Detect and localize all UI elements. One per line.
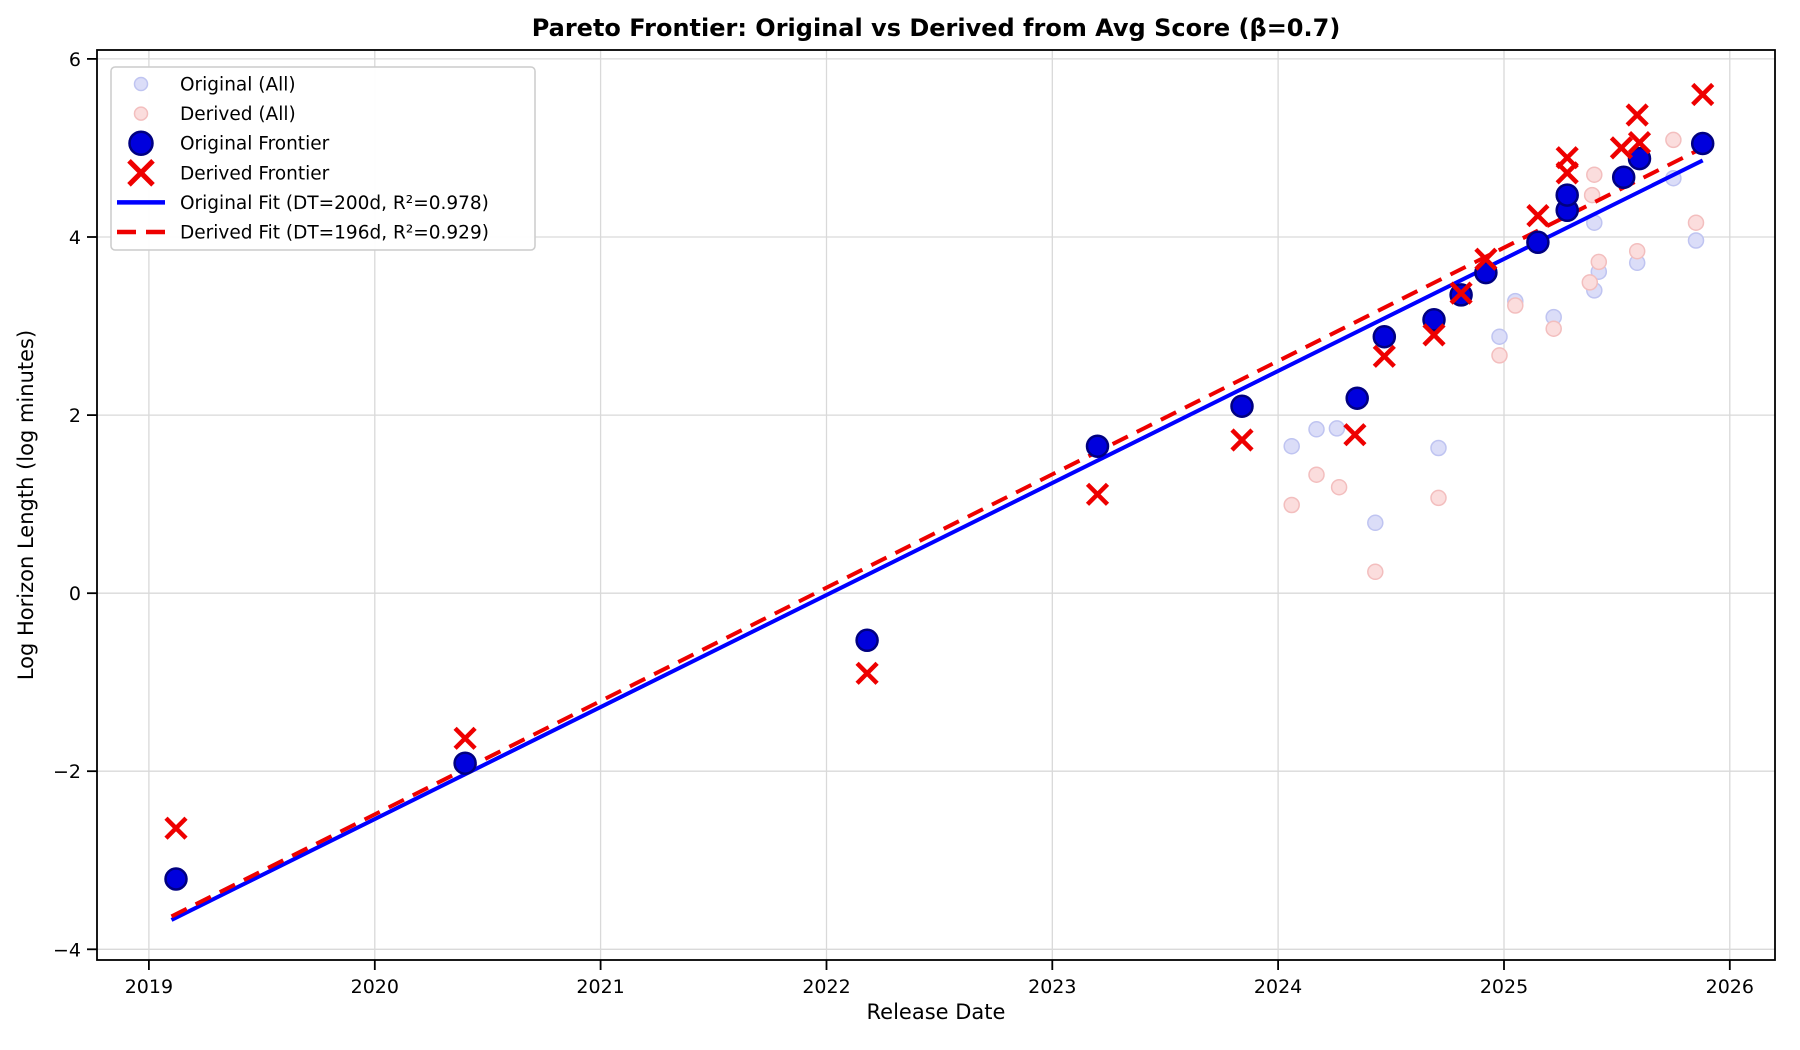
legend-label: Derived (All) [180,104,296,125]
derived-frontier-point [1526,204,1550,228]
derived-all-point [1491,347,1508,364]
derived-frontier-point [164,816,188,840]
legend-label: Original (All) [180,75,296,96]
legend-label: Original Frontier [180,134,330,155]
x-axis-label: Release Date [866,1000,1006,1024]
original-frontier-point [1611,165,1636,190]
legend-marker-0 [133,76,149,92]
derived-frontier-point [1625,103,1649,127]
original-frontier-point [1690,131,1715,156]
original-all-point [1491,328,1508,345]
derived-frontier-point [1422,323,1446,347]
derived-frontier-point [1449,281,1473,305]
legend-label: Derived Frontier [180,163,330,184]
legend-marker-2 [128,130,154,156]
original-fit-line [170,158,1704,922]
derived-frontier-point [1609,136,1633,160]
y-tick-label: 2 [69,405,81,427]
y-tick-label: 4 [69,227,81,249]
original-frontier-point [1526,230,1550,255]
legend-marker-3 [127,159,155,187]
original-frontier-point [1085,434,1110,458]
x-tick-label: 2022 [802,976,850,998]
y-tick-label: −2 [53,761,81,783]
original-frontier-point [1372,324,1397,349]
legend-marker-1 [133,106,149,121]
y-tick-label: 6 [69,49,81,71]
original-all-point [1430,439,1447,457]
derived-frontier-point [1627,131,1652,155]
derived-frontier-point [1555,146,1579,170]
derived-frontier-point [855,661,879,685]
x-tick-label: 2021 [576,976,624,998]
derived-all-point [1586,166,1603,183]
derived-frontier-point [1343,423,1367,447]
derived-frontier-point [1474,247,1498,271]
original-all-point [1367,514,1384,532]
original-frontier-point [1422,308,1446,332]
x-tick-label: 2026 [1706,976,1754,998]
derived-all-point [1590,253,1608,271]
legend-label: Original Fit (DT=200d, R²=0.978) [180,193,489,214]
original-all-point [1328,420,1346,437]
derived-all-point [1430,489,1447,507]
derived-all-point [1545,320,1562,337]
derived-frontier-point [453,726,477,750]
derived-frontier-point [1691,82,1715,107]
x-tick-label: 2025 [1480,976,1528,998]
x-tick-label: 2024 [1254,976,1302,998]
derived-frontier-point [1372,344,1396,368]
derived-frontier-point [1085,482,1110,506]
legend-box [110,66,536,251]
chart-title: Pareto Frontier: Original vs Derived fro… [531,14,1341,42]
plot-border [96,49,1776,961]
derived-all-point [1367,563,1384,581]
original-frontier-point [1345,386,1369,410]
derived-all-point [1687,214,1705,231]
derived-all-point [1581,274,1599,291]
original-all-point [1687,232,1705,249]
derived-fit-line [170,146,1704,919]
y-tick-label: 0 [69,583,81,605]
original-all-point [1308,421,1325,438]
original-frontier-point [855,628,879,653]
derived-all-point [1583,186,1601,204]
y-tick-label: −4 [53,939,81,961]
original-frontier-point [453,751,477,775]
original-frontier-point [1555,183,1579,207]
derived-all-point [1308,466,1325,483]
original-all-point [1283,437,1300,455]
original-frontier-point [164,867,188,891]
derived-frontier-point [1230,428,1254,452]
original-frontier-point [1230,394,1254,418]
derived-all-point [1665,131,1682,149]
derived-all-point [1628,242,1646,260]
x-tick-label: 2020 [351,976,399,998]
legend-label: Derived Fit (DT=196d, R²=0.929) [180,223,489,244]
derived-all-point [1283,496,1300,514]
x-tick-label: 2023 [1028,976,1076,998]
derived-all-point [1330,478,1348,496]
x-tick-label: 2019 [125,976,173,998]
derived-all-point [1507,297,1524,314]
